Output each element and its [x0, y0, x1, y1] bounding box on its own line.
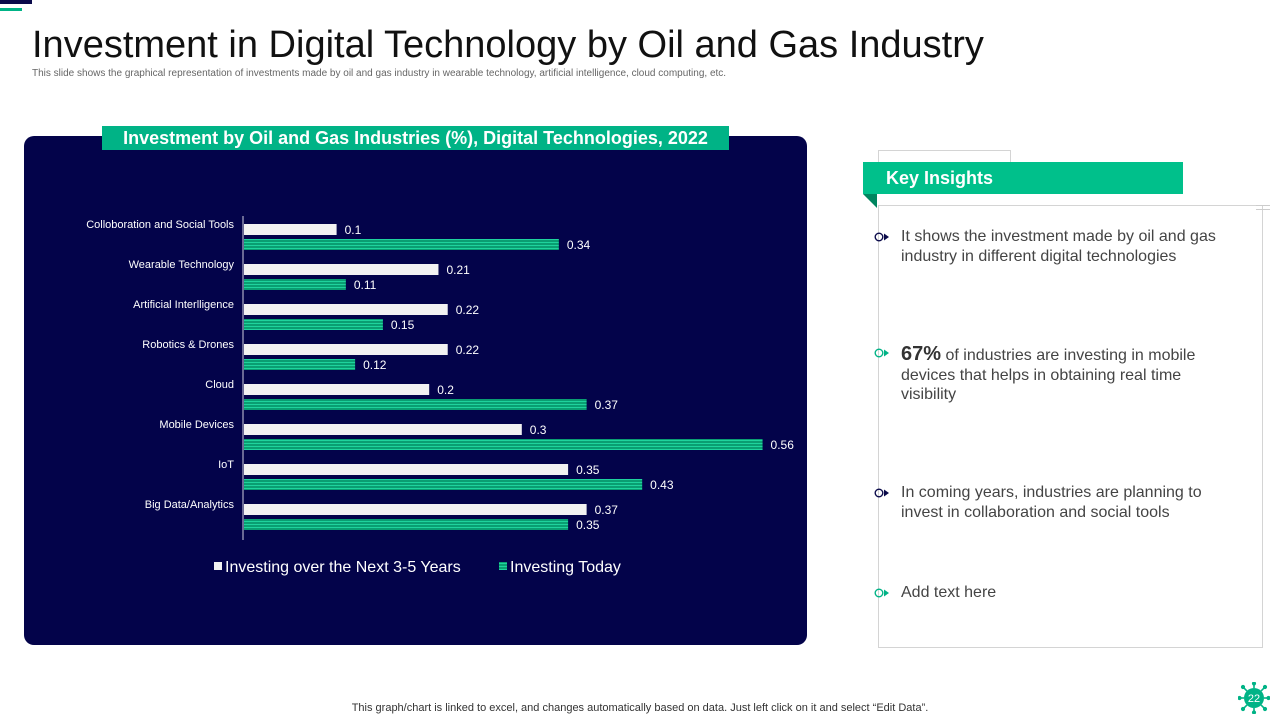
category-label: Mobile Devices	[159, 419, 234, 431]
data-label: 0.35	[576, 518, 600, 532]
category-label: Robotics & Drones	[142, 339, 234, 351]
bullet-arrow-icon	[874, 588, 889, 598]
insights-box	[878, 205, 1263, 648]
bar-today	[244, 479, 643, 490]
corner-accent-bar-green	[0, 8, 22, 11]
data-label: 0.35	[576, 463, 600, 477]
data-label: 0.22	[456, 303, 480, 317]
bullet-arrow-icon	[874, 232, 889, 242]
bar-future	[244, 304, 448, 315]
bar-today	[244, 519, 569, 530]
category-label: Big Data/Analytics	[145, 499, 235, 511]
legend-label: Investing over the Next 3-5 Years	[225, 559, 461, 576]
data-label: 0.21	[446, 263, 470, 277]
legend-swatch-today	[499, 562, 507, 570]
bar-future	[244, 224, 337, 235]
data-label: 0.34	[567, 238, 591, 252]
decorative-line	[1256, 205, 1270, 206]
footer-note: This graph/chart is linked to excel, and…	[351, 702, 929, 714]
data-label: 0.22	[456, 343, 480, 357]
bar-future	[244, 424, 522, 435]
chart-title: Investment by Oil and Gas Industries (%)…	[102, 126, 729, 150]
bar-future	[244, 504, 587, 515]
legend-swatch-future	[214, 562, 222, 570]
bar-future	[244, 464, 569, 475]
insight-text: In coming years, industries are planning…	[901, 484, 1202, 521]
bar-future	[244, 264, 439, 275]
bullet-arrow-icon	[874, 348, 889, 358]
bar-today	[244, 439, 763, 450]
bar-today	[244, 279, 346, 290]
data-label: 0.1	[345, 223, 362, 237]
category-label: IoT	[218, 459, 234, 471]
data-label: 0.37	[595, 503, 619, 517]
data-label: 0.11	[354, 278, 377, 292]
data-label: 0.56	[771, 438, 795, 452]
bullet-arrow-icon	[874, 488, 889, 498]
bar-future	[244, 344, 448, 355]
bar-today	[244, 239, 559, 250]
page-number-badge: 22	[1238, 682, 1270, 714]
corner-accent-bar	[0, 0, 32, 4]
category-label: Colloboration and Social Tools	[86, 219, 234, 231]
bar-today	[244, 399, 587, 410]
tab-outline	[878, 150, 1011, 164]
insights-header: Key Insights	[863, 162, 1183, 194]
insight-text: It shows the investment made by oil and …	[901, 228, 1216, 265]
page-title: Investment in Digital Technology by Oil …	[32, 24, 984, 66]
data-label: 0.15	[391, 318, 415, 332]
page-number: 22	[1248, 693, 1260, 705]
insight-text: Add text here	[901, 584, 997, 601]
data-label: 0.12	[363, 358, 387, 372]
bar-future	[244, 384, 430, 395]
category-label: Artificial Interlligence	[133, 299, 234, 311]
page-subtitle: This slide shows the graphical represent…	[32, 68, 727, 79]
decorative-line	[1256, 209, 1270, 210]
data-label: 0.43	[650, 478, 674, 492]
insight-text: 67% of industries are investing in mobil…	[901, 343, 1221, 405]
data-label: 0.37	[595, 398, 619, 412]
data-label: 0.2	[437, 383, 454, 397]
legend-label: Investing Today	[510, 559, 621, 576]
insight-text-body: of industries are investing in mobile de…	[901, 347, 1196, 403]
category-label: Cloud	[205, 379, 234, 391]
bar-today	[244, 359, 356, 370]
data-label: 0.3	[530, 423, 547, 437]
category-label: Wearable Technology	[129, 259, 235, 271]
bar-today	[244, 319, 383, 330]
insight-highlight: 67%	[901, 343, 942, 365]
ribbon-fold	[863, 194, 877, 208]
